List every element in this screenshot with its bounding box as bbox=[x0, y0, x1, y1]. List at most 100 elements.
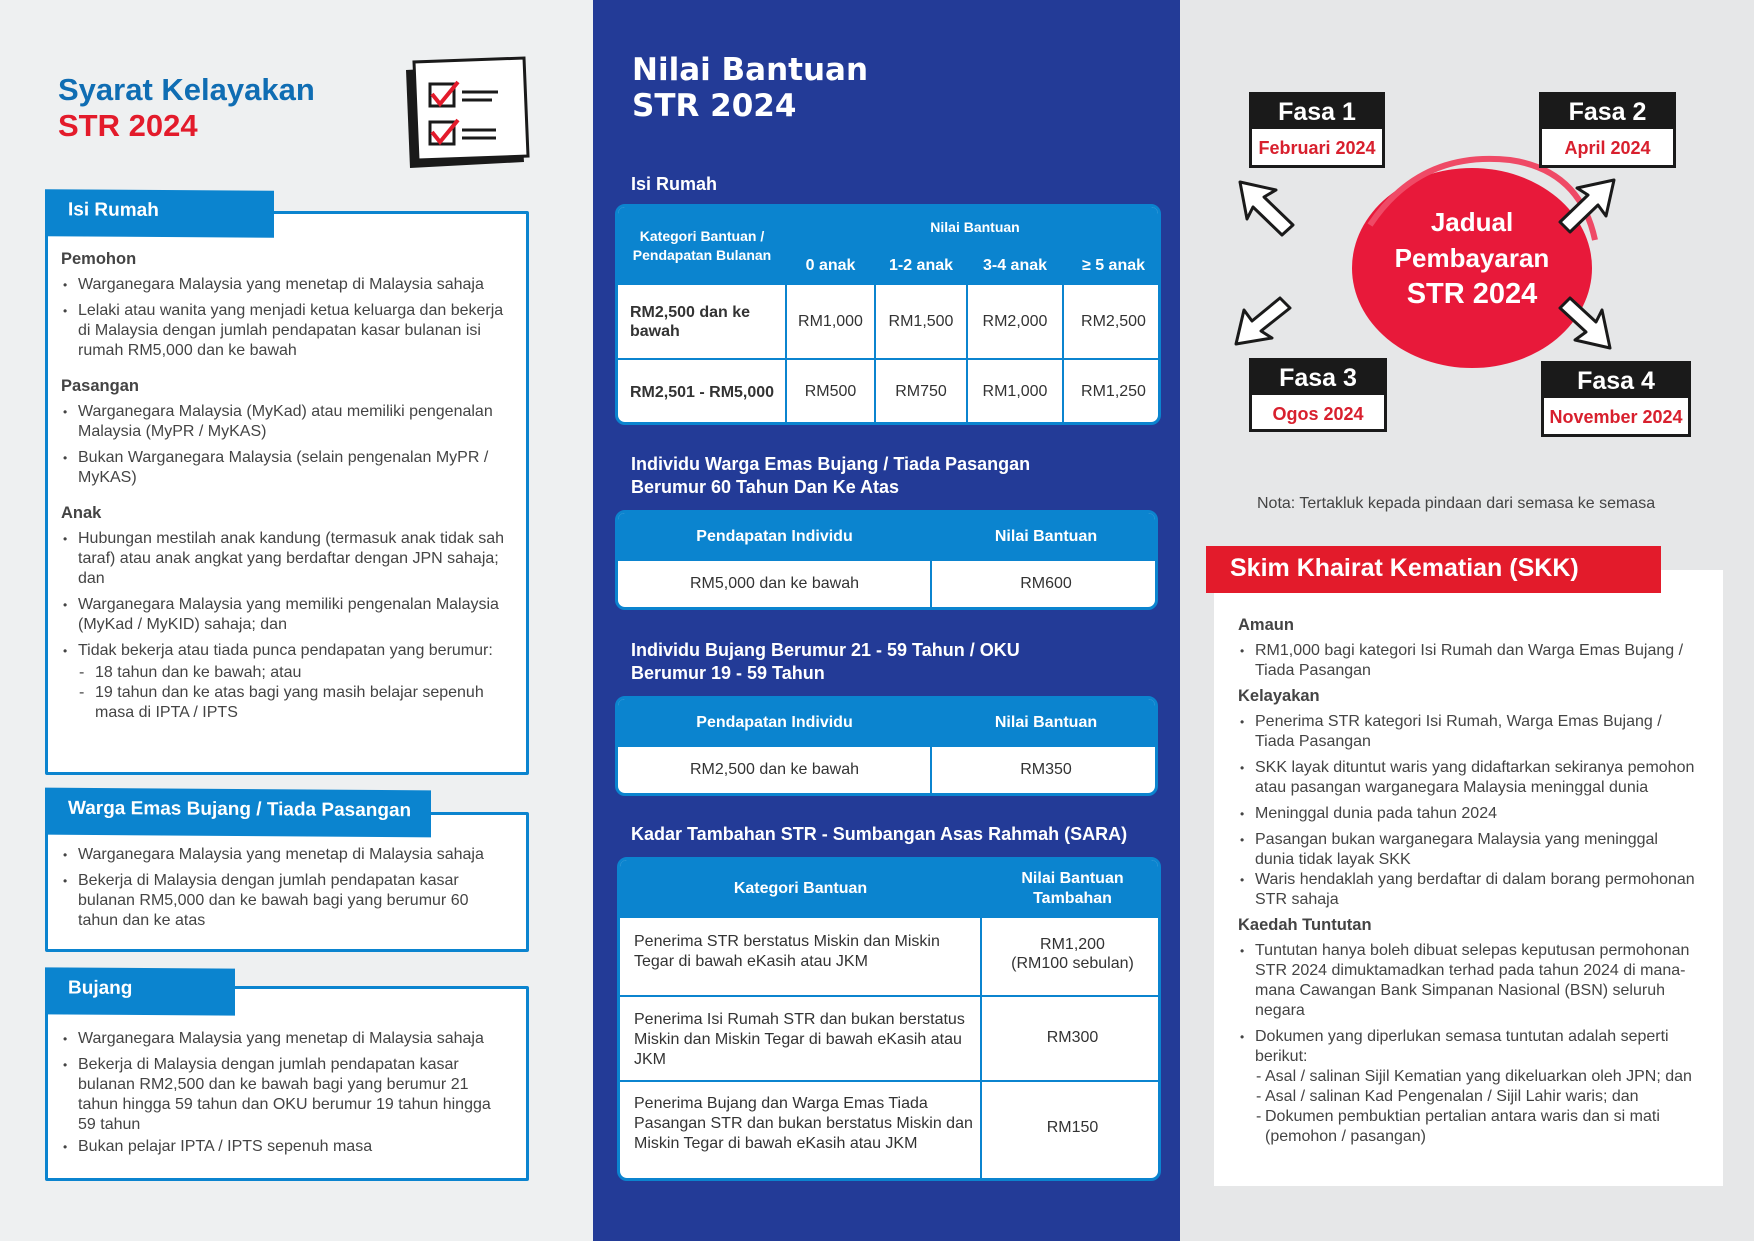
payment-schedule-panel: Jadual Pembayaran STR 2024 Fasa 1 Februar… bbox=[1180, 0, 1754, 1241]
sara-table: Kategori Bantuan Nilai Bantuan Tambahan … bbox=[617, 857, 1161, 1181]
sub-list-item: Asal / salinan Sijil Kematian yang dikel… bbox=[1238, 1067, 1701, 1087]
bujang-heading: Individu Bujang Berumur 21 - 59 Tahun / … bbox=[631, 640, 1020, 683]
benefit-title-line1: Nilai Bantuan bbox=[632, 52, 869, 88]
phase-name: Fasa 1 bbox=[1252, 95, 1382, 129]
pemohon-heading: Pemohon bbox=[61, 250, 137, 268]
column-header: Kategori Bantuan bbox=[620, 860, 981, 918]
phase-name: Fasa 3 bbox=[1252, 361, 1384, 395]
schedule-note: Nota: Tertakluk kepada pindaan dari sema… bbox=[1257, 495, 1656, 512]
table-cell: RM1,000 bbox=[982, 383, 1048, 400]
list-item: Lelaki atau wanita yang menjadi ketua ke… bbox=[61, 301, 512, 361]
column-header: ≥ 5 anak bbox=[1063, 247, 1158, 285]
center-line: Pembayaran bbox=[1394, 243, 1550, 273]
eligibility-title: Syarat Kelayakan bbox=[58, 72, 315, 107]
bujang-tab: Bujang bbox=[45, 967, 235, 1016]
list-item: Tidak bekerja atau tiada punca pendapata… bbox=[61, 641, 512, 661]
skk-title-banner: Skim Khairat Kematian (SKK) bbox=[1206, 546, 1661, 593]
kelayakan-heading: Kelayakan bbox=[1238, 687, 1320, 705]
warga-emas-table: Pendapatan Individu Nilai Bantuan RM5,00… bbox=[615, 510, 1158, 610]
row-label: RM2,501 - RM5,000 bbox=[630, 383, 775, 401]
table-cell: RM1,250 bbox=[1081, 383, 1146, 400]
divider bbox=[1062, 247, 1064, 422]
skk-card: Amaun RM1,000 bagi kategori Isi Rumah da… bbox=[1214, 570, 1723, 1186]
isi-rumah-table: Kategori Bantuan / Pendapatan Bulanan Ni… bbox=[615, 204, 1161, 425]
divider bbox=[930, 699, 932, 793]
checklist-icon bbox=[406, 56, 530, 168]
phase-2-card: Fasa 2 April 2024 bbox=[1539, 92, 1676, 168]
list-item: Waris hendaklah yang berdaftar di dalam … bbox=[1238, 870, 1701, 910]
table-cell: RM1,500 bbox=[888, 313, 954, 330]
anak-heading: Anak bbox=[61, 504, 102, 522]
column-header: Nilai Bantuan bbox=[931, 699, 1155, 747]
divider bbox=[618, 358, 1158, 360]
pasangan-heading: Pasangan bbox=[61, 377, 139, 395]
arrow-icon bbox=[1558, 296, 1612, 350]
amount-note: (RM100 sebulan) bbox=[1011, 955, 1134, 972]
arrow-icon bbox=[1238, 180, 1295, 237]
kaedah-heading: Kaedah Tuntutan bbox=[1238, 916, 1372, 934]
column-header: 1-2 anak bbox=[875, 247, 967, 285]
bujang-table: Pendapatan Individu Nilai Bantuan RM2,50… bbox=[615, 696, 1158, 796]
red-blob-shape bbox=[1352, 155, 1598, 368]
sara-heading: Kadar Tambahan STR - Sumbangan Asas Rahm… bbox=[631, 824, 1128, 844]
table-cell: Penerima Bujang dan Warga Emas Tiada Pas… bbox=[634, 1095, 973, 1152]
table-cell: RM2,500 dan ke bawah bbox=[690, 761, 859, 778]
table-cell: RM300 bbox=[1046, 1029, 1099, 1046]
sub-list-item: 19 tahun dan ke atas bagi yang masih bel… bbox=[61, 683, 512, 723]
table-cell: RM1,000 bbox=[798, 313, 863, 330]
list-item: Warganegara Malaysia yang menetap di Mal… bbox=[61, 1029, 512, 1049]
table-cell: RM750 bbox=[895, 383, 947, 400]
divider bbox=[620, 1080, 1158, 1082]
list-item: Bekerja di Malaysia dengan jumlah pendap… bbox=[61, 1055, 512, 1135]
divider bbox=[874, 247, 876, 422]
table-cell: RM500 bbox=[804, 383, 857, 400]
list-item: RM1,000 bagi kategori Isi Rumah dan Warg… bbox=[1238, 641, 1701, 681]
list-item: Bukan Warganegara Malaysia (selain penge… bbox=[61, 448, 512, 488]
table-cell: RM1,200 (RM100 sebulan) bbox=[981, 935, 1158, 973]
row-label: RM2,500 dan ke bawah bbox=[630, 304, 751, 340]
list-item: Pasangan bukan warganegara Malaysia yang… bbox=[1238, 830, 1701, 870]
list-item: Meninggal dunia pada tahun 2024 bbox=[1238, 804, 1701, 824]
sub-list-item: Dokumen pembuktian pertalian antara wari… bbox=[1238, 1107, 1701, 1147]
sub-list-item: 18 tahun dan ke bawah; atau bbox=[61, 663, 512, 683]
list-item: Dokumen yang diperlukan semasa tuntutan … bbox=[1238, 1027, 1701, 1067]
phase-date: Februari 2024 bbox=[1258, 138, 1376, 158]
column-header: Nilai Bantuan Tambahan bbox=[981, 860, 1158, 918]
amaun-heading: Amaun bbox=[1238, 616, 1294, 634]
list-item: Warganegara Malaysia yang menetap di Mal… bbox=[61, 845, 512, 865]
column-group-header: Nilai Bantuan bbox=[786, 207, 1158, 247]
divider bbox=[930, 513, 932, 607]
list-item: Warganegara Malaysia yang menetap di Mal… bbox=[61, 275, 512, 295]
column-header: Nilai Bantuan bbox=[931, 513, 1155, 561]
phase-name: Fasa 2 bbox=[1542, 95, 1673, 129]
schedule-center-label: Jadual Pembayaran STR 2024 bbox=[1360, 204, 1584, 312]
schedule-diagram bbox=[1234, 155, 1616, 368]
warga-emas-heading: Individu Warga Emas Bujang / Tiada Pasan… bbox=[631, 454, 1031, 497]
center-line: STR 2024 bbox=[1406, 278, 1538, 310]
column-header: Kategori Bantuan / Pendapatan Bulanan bbox=[618, 207, 786, 285]
table-cell: Penerima Isi Rumah STR dan bukan berstat… bbox=[634, 1011, 965, 1068]
list-item: Bekerja di Malaysia dengan jumlah pendap… bbox=[61, 871, 512, 931]
table-cell: Penerima STR berstatus Miskin dan Miskin… bbox=[634, 933, 940, 970]
table-cell: RM600 bbox=[1020, 575, 1072, 592]
column-header: Pendapatan Individu bbox=[618, 513, 931, 561]
column-header: 0 anak bbox=[786, 247, 875, 285]
arrow-icon bbox=[1234, 296, 1292, 346]
list-item: Warganegara Malaysia (MyKad) atau memili… bbox=[61, 402, 512, 442]
table-cell: RM2,000 bbox=[982, 313, 1048, 330]
table-cell: RM150 bbox=[1046, 1119, 1099, 1136]
phase-1-card: Fasa 1 Februari 2024 bbox=[1249, 92, 1385, 168]
amount: RM1,200 bbox=[1040, 936, 1105, 953]
list-item: SKK layak dituntut waris yang didaftarka… bbox=[1238, 758, 1701, 798]
benefit-value-panel: Nilai Bantuan STR 2024 Isi Rumah Kategor… bbox=[593, 0, 1180, 1241]
benefit-title: Nilai Bantuan STR 2024 bbox=[632, 52, 868, 124]
list-item: Hubungan mestilah anak kandung (termasuk… bbox=[61, 529, 512, 589]
warga-emas-tab: Warga Emas Bujang / Tiada Pasangan bbox=[45, 787, 431, 838]
phase-3-card: Fasa 3 Ogos 2024 bbox=[1249, 358, 1387, 432]
phase-4-card: Fasa 4 November 2024 bbox=[1541, 361, 1691, 437]
isi-rumah-card: Pemohon Warganegara Malaysia yang meneta… bbox=[45, 211, 529, 775]
divider bbox=[785, 207, 787, 422]
eligibility-subtitle: STR 2024 bbox=[58, 108, 198, 143]
center-line: Jadual bbox=[1430, 207, 1514, 237]
list-item: Tuntutan hanya boleh dibuat selepas kepu… bbox=[1238, 941, 1701, 1021]
